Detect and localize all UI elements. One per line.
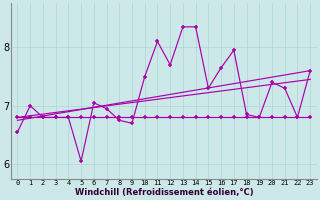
X-axis label: Windchill (Refroidissement éolien,°C): Windchill (Refroidissement éolien,°C): [75, 188, 253, 197]
